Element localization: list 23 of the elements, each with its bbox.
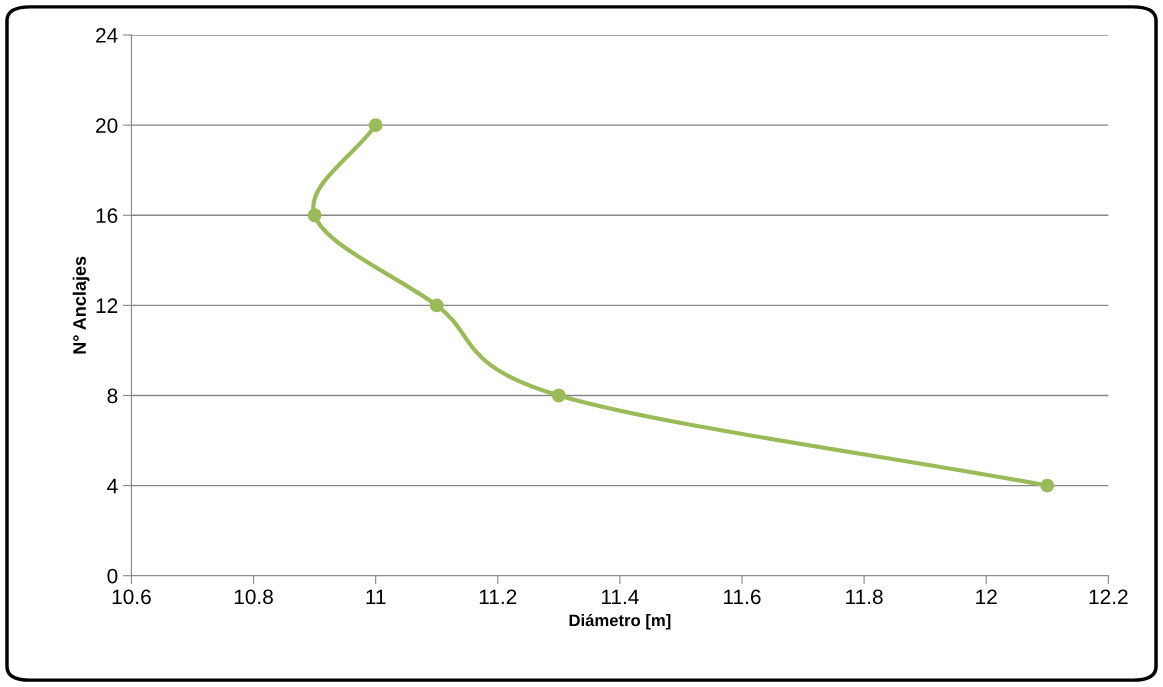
point: [368, 118, 383, 133]
y-tick-label: 12: [96, 298, 118, 313]
y-tick-label: 8: [107, 388, 118, 404]
x-tick-label: 12.2: [1089, 589, 1128, 604]
point: [551, 388, 566, 403]
x-tick-label: 11.2: [479, 589, 517, 604]
y-axis-title: N° Anclajes: [72, 256, 90, 354]
point: [1040, 478, 1055, 493]
y-tick-label: 4: [107, 478, 118, 494]
y-tick-label: 24: [96, 28, 118, 43]
y-tick-label: 0: [107, 568, 118, 584]
x-tick-label: 11.4: [601, 589, 639, 604]
x-tick-label: 11.8: [846, 589, 883, 605]
x-tick-label: 11.6: [724, 589, 761, 605]
point: [429, 298, 444, 313]
y-tick-label: 20: [96, 118, 118, 133]
x-tick-label: 11: [366, 589, 386, 604]
x-tick-label: 10.8: [234, 589, 273, 605]
y-tick-label: 16: [96, 208, 118, 224]
x-tick-label: 12: [976, 589, 997, 604]
x-tick-label: 10.6: [112, 589, 151, 605]
point: [307, 208, 322, 223]
x-axis-title: Diámetro [m]: [569, 613, 671, 630]
